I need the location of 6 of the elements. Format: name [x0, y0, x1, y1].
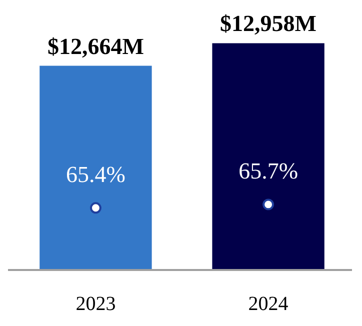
data-label: 65.4% — [66, 162, 126, 187]
x-tick-label: 2024 — [248, 293, 288, 315]
data-label: $12,958M — [220, 11, 317, 36]
x-tick-label: 2023 — [76, 293, 116, 315]
data-label: $12,664M — [47, 34, 144, 59]
data-label: 65.7% — [238, 158, 298, 184]
